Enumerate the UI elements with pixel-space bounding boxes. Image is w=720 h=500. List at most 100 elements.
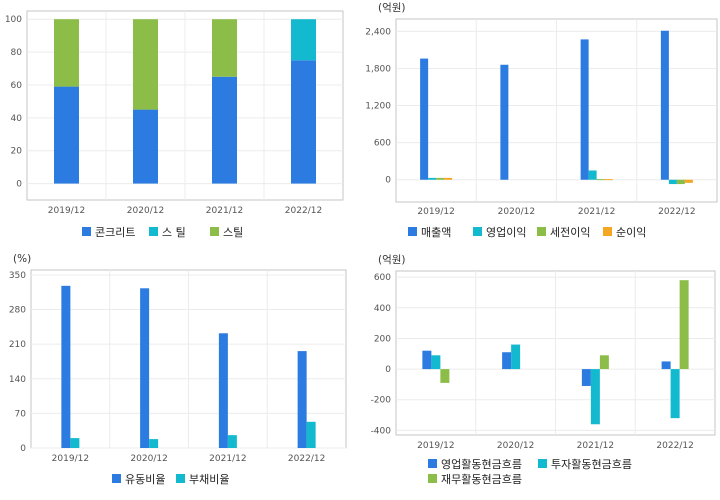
x-tick-label: 2019/12: [48, 206, 85, 216]
bar-매출액: [420, 58, 429, 180]
legend-label: 영업이익: [486, 226, 526, 239]
legend-label: 영업활동현금흐름: [441, 457, 522, 471]
bar-세전이익: [596, 179, 605, 181]
legend-label: 스틸: [223, 226, 243, 239]
bar-콘크리트: [133, 109, 158, 184]
x-tick-label: 2022/12: [285, 206, 322, 216]
y-tick-label: 600: [374, 273, 391, 283]
bar-콘크리트: [291, 60, 316, 184]
x-tick-label: 2021/12: [578, 207, 615, 217]
y-tick-label: -200: [371, 396, 392, 406]
bar-콘크리트: [212, 76, 237, 184]
legend-swatch: [537, 227, 546, 236]
y-tick-label: 350: [9, 271, 26, 281]
chart-cashflow-svg: (억원) -400 -200 0 200 400 600 2019/12 2020/12 2021…: [371, 254, 716, 486]
legend-label: 유동비율: [125, 473, 165, 486]
axis-unit-label: (%): [13, 253, 31, 265]
legend-label: 투자활동현금흐름: [551, 457, 632, 471]
y-tick-label: 200: [374, 334, 391, 344]
bar-재무활동현금흐름: [440, 369, 450, 383]
y-tick-label: 40: [11, 114, 23, 124]
bar-영업활동현금흐름: [581, 369, 591, 386]
chart-ratios: (%) 0 70 140 210 280 350 2019/12 2020/12 2021/12 2…: [0, 248, 360, 496]
y-tick-label: 0: [20, 444, 26, 454]
x-tick-label: 2022/12: [658, 207, 695, 217]
bar-투자활동현금흐름: [590, 369, 600, 425]
x-tick-label: 2020/12: [497, 441, 534, 451]
legend-swatch: [538, 459, 547, 468]
bar-매출액: [580, 39, 589, 180]
legend-swatch: [428, 474, 437, 483]
y-tick-label: 80: [11, 48, 23, 58]
y-tick-label: -400: [371, 426, 392, 436]
bar-부채비율: [227, 435, 237, 448]
legend-swatch: [408, 227, 417, 236]
legend-label: 매출액: [421, 226, 451, 239]
legend-label: 순이익: [616, 226, 646, 239]
bar-세전이익: [676, 179, 685, 185]
bar-순이익: [604, 179, 613, 181]
bar-세전이익: [436, 177, 445, 180]
bar-유동비율: [218, 333, 228, 448]
y-tick-label: 600: [374, 139, 391, 149]
x-tick-label: 2019/12: [417, 441, 454, 451]
chart-product-mix-svg: 0 20 40 60 80 100 2019/12 2020/12 2021/12 2022/12…: [5, 10, 344, 239]
bar-영업이익: [668, 179, 677, 185]
y-tick-label: 0: [385, 365, 391, 375]
bar-재무활동현금흐름: [679, 280, 689, 370]
bar-스틸: [54, 19, 79, 87]
bar-스틸: [291, 19, 316, 61]
axis-unit-label: (억원): [378, 254, 406, 266]
x-tick-label: 2020/12: [127, 206, 164, 216]
y-tick-label: 2,400: [365, 27, 391, 37]
x-tick-label: 2019/12: [417, 207, 454, 217]
legend-label: 재무활동현금흐름: [441, 472, 522, 486]
chart-product-mix: 0 20 40 60 80 100 2019/12 2020/12 2021/12 2022/12…: [0, 0, 360, 248]
bar-부채비율: [149, 439, 159, 448]
y-tick-label: 0: [16, 180, 22, 190]
bar-스틸: [212, 19, 237, 77]
bar-투자활동현금흐름: [670, 369, 680, 419]
bar-부채비율: [306, 421, 316, 448]
bar-영업이익: [428, 177, 437, 180]
bar-매출액: [660, 30, 669, 180]
x-tick-label: 2021/12: [577, 441, 614, 451]
legend-label: 콘크리트: [95, 226, 135, 239]
chart-ratios-svg: (%) 0 70 140 210 280 350 2019/12 2020/12 2021/12 2…: [9, 253, 347, 486]
bar-스틸: [133, 19, 158, 110]
bar-투자활동현금흐름: [431, 355, 441, 370]
bar-유동비율: [140, 288, 150, 448]
y-tick-label: 140: [9, 375, 26, 385]
legend-label: 세전이익: [550, 226, 590, 239]
bar-순이익: [444, 177, 453, 180]
legend-swatch: [210, 227, 219, 236]
chart-income-svg: (억원) 0 600 1,200 1,800 2,400 2019/12 2020/12 202…: [365, 2, 718, 239]
bar-매출액: [500, 64, 509, 180]
bar-재무활동현금흐름: [599, 355, 609, 370]
x-tick-label: 2022/12: [656, 441, 693, 451]
y-tick-label: 210: [9, 340, 26, 350]
legend-label: 스 틸: [162, 226, 186, 239]
x-tick-label: 2020/12: [498, 207, 535, 217]
bar-영업이익: [588, 170, 597, 180]
bar-영업활동현금흐름: [502, 352, 512, 370]
y-tick-label: 60: [11, 81, 23, 91]
chart-income: (억원) 0 600 1,200 1,800 2,400 2019/12 2020/12 202…: [360, 0, 720, 248]
legend-swatch: [176, 474, 185, 483]
bar-유동비율: [297, 351, 307, 448]
y-tick-label: 280: [9, 306, 26, 316]
x-tick-label: 2021/12: [209, 454, 246, 464]
legend-swatch: [149, 227, 158, 236]
bar-투자활동현금흐름: [511, 344, 521, 370]
legend-swatch: [603, 227, 612, 236]
legend-swatch: [473, 227, 482, 236]
legend-swatch: [82, 227, 91, 236]
bar-순이익: [684, 179, 693, 183]
x-tick-label: 2022/12: [288, 454, 325, 464]
x-tick-label: 2021/12: [206, 206, 243, 216]
y-tick-label: 70: [15, 409, 27, 419]
x-tick-label: 2019/12: [52, 454, 89, 464]
bar-유동비율: [61, 285, 71, 448]
legend-label: 부채비율: [189, 473, 229, 486]
y-tick-label: 0: [385, 176, 391, 186]
